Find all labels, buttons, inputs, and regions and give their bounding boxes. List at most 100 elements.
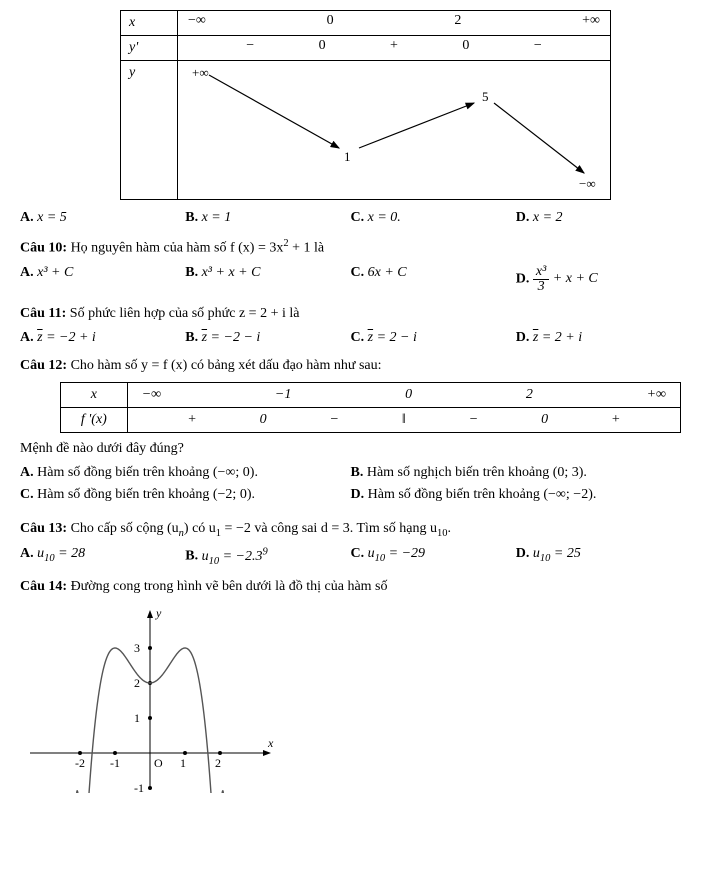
opt-text: z = −2 − i — [202, 330, 261, 345]
svg-text:2: 2 — [134, 676, 140, 690]
u: u — [533, 546, 540, 561]
q11-opt-b: B. z = −2 − i — [185, 330, 350, 346]
variation-table-grid: x −∞ 0 2 +∞ y' − 0 + 0 − y +∞15−∞ — [120, 10, 611, 200]
q13-a: Cho cấp số cộng (u — [67, 521, 179, 536]
sign: + — [611, 412, 620, 428]
q13-opt-a: A. u10 = 28 — [20, 546, 185, 566]
val: = −2.3 — [219, 549, 262, 564]
sub: 10 — [209, 556, 220, 567]
xtick: +∞ — [647, 387, 666, 403]
opt-letter: A. — [20, 546, 34, 561]
q11-opt-a: A. z = −2 + i — [20, 330, 185, 346]
q13-opt-c: C. u10 = −29 — [351, 546, 516, 566]
q9-opt-a: A. x = 5 — [20, 210, 185, 226]
q11-text: Số phức liên hợp của số phức z = 2 + i l… — [66, 306, 299, 321]
opt-text: z = 2 − i — [368, 330, 417, 345]
opt-text: x³ + x + C — [202, 265, 261, 280]
q12-sign-table: x −∞ −1 0 2 +∞ f '(x) + 0 − ‖ − 0 + — [60, 382, 681, 433]
opt-letter: C. — [351, 265, 365, 280]
q11-opt-d: D. z = 2 + i — [516, 330, 681, 346]
q12-opt-b: B. Hàm số nghịch biến trên khoảng (0; 3)… — [351, 465, 682, 481]
sup: 9 — [263, 546, 268, 557]
sub: 10 — [44, 553, 55, 564]
q12-opt-c: C. Hàm số đồng biến trên khoảng (−2; 0). — [20, 487, 351, 503]
q10-opt-c: C. 6x + C — [351, 265, 516, 294]
opt-text: z = 2 + i — [533, 330, 582, 345]
opt-letter: D. — [516, 210, 530, 225]
q10-tail: + 1 là — [289, 241, 325, 256]
opt-letter: C. — [351, 210, 365, 225]
opt-letter: B. — [185, 210, 198, 225]
svg-text:-1: -1 — [134, 781, 144, 793]
sub: 10 — [437, 527, 448, 538]
zval: = 2 − i — [373, 330, 417, 345]
opt-text: Hàm số đồng biến trên khoảng (−∞; 0). — [37, 465, 258, 480]
q11-label: Câu 11: — [20, 306, 66, 321]
svg-text:1: 1 — [344, 149, 351, 164]
opt-text: Hàm số đồng biến trên khoảng (−∞; −2). — [368, 487, 597, 502]
variation-table: x −∞ 0 2 +∞ y' − 0 + 0 − y +∞15−∞ — [120, 10, 681, 200]
vartable-x-label: x — [121, 11, 178, 36]
q13: Câu 13: Cho cấp số cộng (un) có u1 = −2 … — [20, 521, 681, 539]
signtable-x-row: −∞ −1 0 2 +∞ — [127, 382, 680, 407]
q10-label: Câu 10: — [20, 241, 67, 256]
opt-letter: B. — [185, 549, 198, 564]
opt-letter: B. — [185, 265, 198, 280]
q13-options: A. u10 = 28 B. u10 = −2.39 C. u10 = −29 … — [20, 546, 681, 566]
opt-text: u10 = 25 — [533, 546, 581, 561]
q10-opt-b: B. x³ + x + C — [185, 265, 350, 294]
opt-letter: B. — [351, 465, 364, 480]
sign: 0 — [260, 412, 267, 428]
q9-options: A. x = 5 B. x = 1 C. x = 0. D. x = 2 — [20, 210, 681, 226]
zval: = 2 + i — [538, 330, 582, 345]
opt-text: u10 = −29 — [368, 546, 425, 561]
vartable-yprime-label: y' — [121, 36, 178, 61]
opt-text: x = 5 — [37, 210, 67, 225]
svg-text:3: 3 — [134, 641, 140, 655]
xtick: 2 — [454, 13, 461, 29]
opt-letter: D. — [516, 546, 530, 561]
q13-c: = −2 và công sai d = 3. Tìm số hạng u — [221, 521, 437, 536]
q13-opt-b: B. u10 = −2.39 — [185, 546, 350, 566]
q12-options: A. Hàm số đồng biến trên khoảng (−∞; 0).… — [20, 465, 681, 509]
u: u — [202, 549, 209, 564]
q11: Câu 11: Số phức liên hợp của số phức z =… — [20, 306, 681, 322]
opt-text: x = 0. — [368, 210, 401, 225]
q14: Câu 14: Đường cong trong hình vẽ bên dướ… — [20, 579, 681, 595]
q13-opt-d: D. u10 = 25 — [516, 546, 681, 566]
q10-opt-d: D. x³3 + x + C — [516, 265, 681, 294]
variation-arrows-svg: +∞15−∞ — [184, 63, 604, 193]
svg-text:1: 1 — [134, 711, 140, 725]
opt-text: u10 = −2.39 — [202, 549, 268, 564]
q10-text: Họ nguyên hàm của hàm số f (x) = 3x — [67, 241, 283, 256]
vartable-y-row: +∞15−∞ — [178, 61, 611, 200]
q12-opt-a: A. Hàm số đồng biến trên khoảng (−∞; 0). — [20, 465, 351, 481]
vartable-y-label: y — [121, 61, 178, 200]
xtick: −∞ — [188, 13, 206, 29]
opt-text: x³3 + x + C — [533, 271, 598, 286]
opt-letter: A. — [20, 465, 34, 480]
q12-prompt: Mệnh đề nào dưới đây đúng? — [20, 441, 681, 457]
xtick: −∞ — [142, 387, 161, 403]
opt-letter: A. — [20, 210, 34, 225]
q10: Câu 10: Họ nguyên hàm của hàm số f (x) =… — [20, 238, 681, 257]
sign: 0 — [541, 412, 548, 428]
opt-letter: A. — [20, 330, 34, 345]
sign: − — [534, 38, 542, 54]
q12-opt-d: D. Hàm số đồng biến trên khoảng (−∞; −2)… — [351, 487, 682, 503]
opt-text: u10 = 28 — [37, 546, 85, 561]
q9-opt-c: C. x = 0. — [351, 210, 516, 226]
svg-text:y: y — [155, 606, 162, 620]
q11-options: A. z = −2 + i B. z = −2 − i C. z = 2 − i… — [20, 330, 681, 346]
xtick: 2 — [526, 387, 533, 403]
sign: + — [187, 412, 196, 428]
svg-text:O: O — [154, 756, 163, 770]
signtable-fprime-row: + 0 − ‖ − 0 + — [127, 407, 680, 432]
svg-text:1: 1 — [180, 756, 186, 770]
q14-label: Câu 14: — [20, 579, 67, 594]
svg-text:-1: -1 — [110, 756, 120, 770]
svg-text:5: 5 — [482, 89, 489, 104]
svg-text:+∞: +∞ — [192, 65, 209, 80]
zval: = −2 − i — [207, 330, 260, 345]
sign: 0 — [462, 38, 469, 54]
